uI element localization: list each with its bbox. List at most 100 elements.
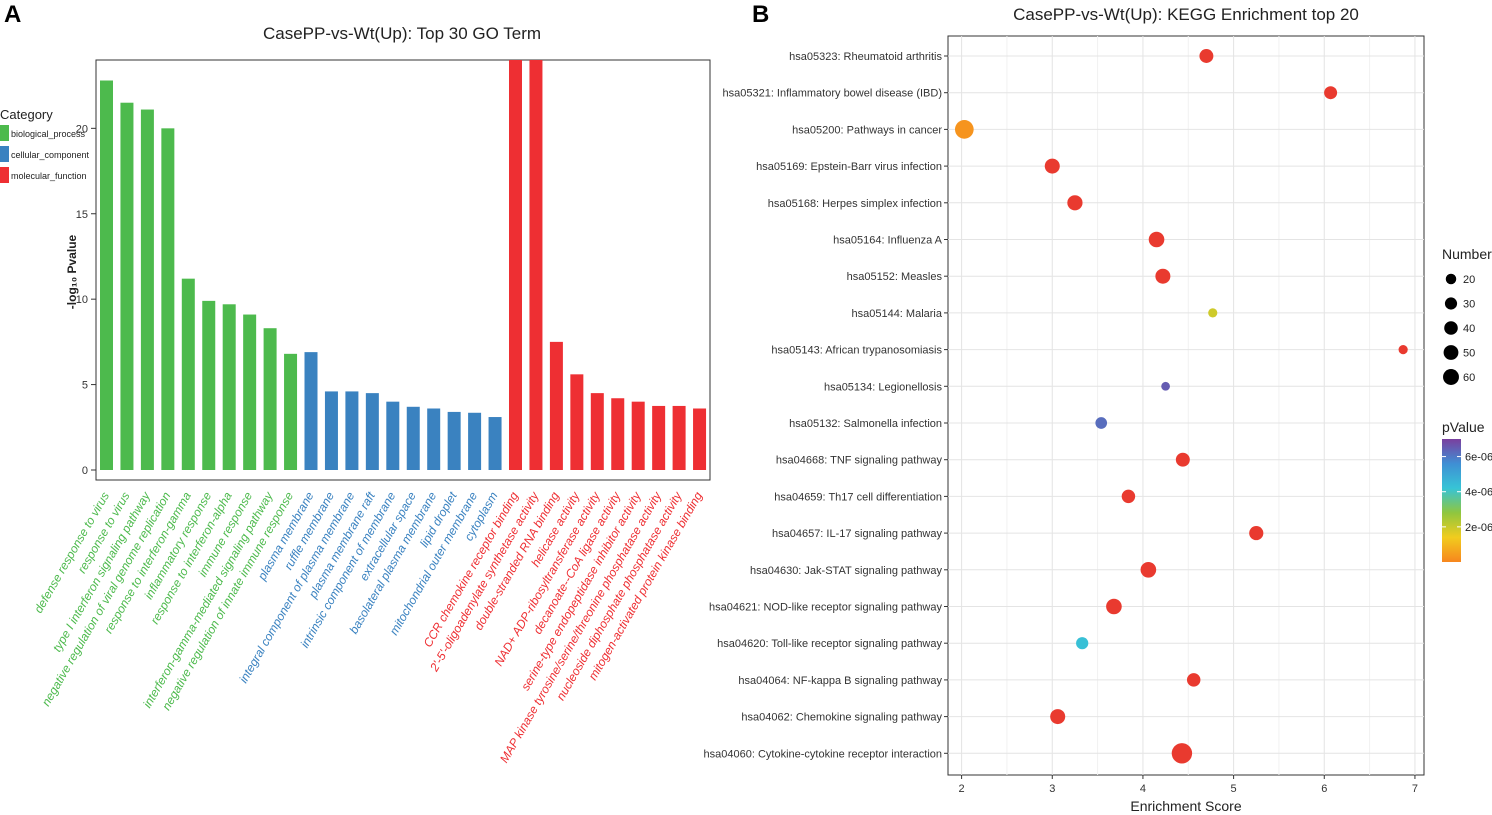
go-bar <box>427 408 441 470</box>
kegg-pathway-label: hsa05144: Malaria <box>851 308 942 320</box>
kegg-point <box>1186 673 1201 687</box>
number-legend-label: 40 <box>1463 323 1475 335</box>
kegg-chart-title: CasePP-vs-Wt(Up): KEGG Enrichment top 20 <box>1013 5 1359 24</box>
go-bar <box>243 314 257 470</box>
go-bar <box>447 411 461 470</box>
go-bar <box>202 300 216 470</box>
kegg-pathway-label: hsa05132: Salmonella infection <box>789 418 942 430</box>
go-bar-chart: CasePP-vs-Wt(Up): Top 30 GO Term 0 5 10 15 2… <box>0 24 711 766</box>
kegg-point <box>1076 637 1089 650</box>
go-bars <box>100 60 707 471</box>
go-bar <box>693 408 707 470</box>
number-legend-label: 30 <box>1463 299 1475 311</box>
number-legend-label: 60 <box>1463 372 1475 384</box>
kegg-plot-frame <box>947 35 1425 776</box>
number-legend-dot <box>1443 345 1459 360</box>
go-bar <box>406 406 420 470</box>
kegg-point <box>1067 195 1083 211</box>
kegg-pathway-label: hsa05169: Epstein-Barr virus infection <box>756 161 942 173</box>
go-bar <box>263 328 277 470</box>
kegg-point <box>1171 743 1193 764</box>
go-y-tick-label: 5 <box>82 380 88 392</box>
pvalue-tick-label: 4e-06 <box>1465 487 1492 499</box>
go-bar <box>161 128 175 471</box>
kegg-pathway-label: hsa04659: Th17 cell differentiation <box>774 491 942 503</box>
go-legend-swatch <box>0 125 9 141</box>
number-legend-label: 50 <box>1463 348 1475 360</box>
kegg-x-axis: 2 3 4 5 6 7 <box>959 775 1418 795</box>
kegg-point <box>1249 526 1264 541</box>
kegg-pathway-label: hsa04064: NF-kappa B signaling pathway <box>738 675 942 687</box>
go-bar <box>509 60 522 470</box>
kegg-pathway-label: hsa04668: TNF signaling pathway <box>776 455 943 467</box>
pvalue-tick-label: 2e-06 <box>1465 522 1492 534</box>
kegg-point <box>1140 561 1157 578</box>
go-legend-swatch <box>0 146 9 162</box>
go-bar <box>529 60 543 470</box>
go-bar <box>672 405 686 470</box>
pvalue-tick-label: 6e-06 <box>1465 452 1492 464</box>
go-bar <box>100 80 113 470</box>
go-bar <box>345 391 359 470</box>
go-bar <box>652 405 666 470</box>
kegg-point <box>954 120 974 139</box>
kegg-pathway-label: hsa05164: Influenza A <box>833 235 943 247</box>
kegg-pathway-label: hsa05321: Inflammatory bowel disease (IB… <box>723 88 943 100</box>
kegg-pathway-label: hsa05200: Pathways in cancer <box>792 124 942 136</box>
go-legend-label: cellular_component <box>11 150 90 160</box>
kegg-pathway-label: hsa05143: African trypanosomiasis <box>771 345 942 357</box>
kegg-point <box>1095 417 1108 429</box>
go-bar <box>468 412 482 470</box>
number-legend-dot <box>1445 273 1457 285</box>
go-bar <box>386 401 400 470</box>
go-legend-title: Category <box>0 107 53 122</box>
kegg-x-tick-label: 4 <box>1140 783 1146 795</box>
go-bar <box>549 341 563 470</box>
kegg-point <box>1324 86 1338 100</box>
kegg-point <box>1208 308 1218 318</box>
pvalue-color-legend: pValue 6e-06 4e-06 2e-06 <box>1442 419 1492 562</box>
kegg-point <box>1106 598 1122 615</box>
number-legend-label: 20 <box>1463 274 1475 286</box>
kegg-pathway-label: hsa04657: IL-17 signaling pathway <box>772 528 943 540</box>
go-bar <box>488 417 502 470</box>
go-bar <box>631 401 645 470</box>
kegg-bubble-chart: CasePP-vs-Wt(Up): KEGG Enrichment top 20… <box>704 5 1492 814</box>
go-bar <box>365 393 379 470</box>
kegg-point <box>1148 231 1165 248</box>
go-bar <box>222 304 236 470</box>
kegg-point <box>1175 452 1190 467</box>
pvalue-colorbar <box>1442 439 1461 562</box>
go-plot-frame <box>95 59 711 481</box>
kegg-pathway-label: hsa05323: Rheumatoid arthritis <box>789 51 942 63</box>
go-y-tick-label: 15 <box>76 209 88 221</box>
go-legend-label: biological_process <box>11 129 86 139</box>
go-bar <box>324 391 338 470</box>
kegg-point <box>1398 345 1408 355</box>
kegg-x-tick-label: 6 <box>1321 783 1327 795</box>
panel-b-label: B <box>752 1 769 28</box>
kegg-x-tick-label: 3 <box>1049 783 1055 795</box>
kegg-point <box>1199 49 1214 63</box>
go-y-tick-label: 10 <box>76 294 88 306</box>
number-legend-dot <box>1444 321 1458 335</box>
pvalue-legend-title: pValue <box>1442 419 1485 435</box>
panel-a-label: A <box>4 1 21 28</box>
kegg-x-axis-label: Enrichment Score <box>1130 798 1241 814</box>
go-bar <box>284 353 298 470</box>
number-size-legend: Number 20 30 40 50 60 <box>1442 246 1492 385</box>
go-bar <box>120 102 134 470</box>
kegg-pathway-label: hsa04630: Jak-STAT signaling pathway <box>750 565 943 577</box>
number-legend-title: Number <box>1442 246 1492 262</box>
kegg-point <box>1044 158 1060 174</box>
go-bar <box>140 109 154 471</box>
kegg-point <box>1050 709 1066 725</box>
kegg-pathway-label: hsa04620: Toll-like receptor signaling p… <box>717 638 942 650</box>
go-y-tick-label: 0 <box>82 465 88 477</box>
go-y-axis: 0 5 10 15 20 <box>76 123 96 477</box>
go-y-tick-label: 20 <box>76 123 88 135</box>
number-legend-dot <box>1444 297 1458 310</box>
kegg-pathway-label: hsa04621: NOD-like receptor signaling pa… <box>709 602 942 614</box>
